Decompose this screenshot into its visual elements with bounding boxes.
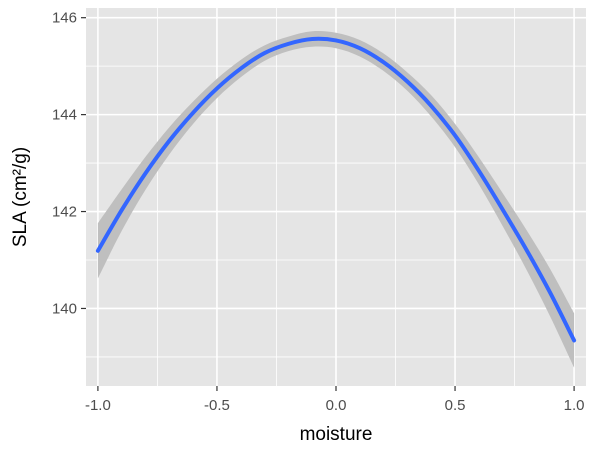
smooth-line (95, 36, 577, 343)
x-axis: -1.0 -0.5 0.0 0.5 1.0 (85, 386, 585, 414)
x-tick-label: 1.0 (564, 397, 585, 414)
x-tick-label: 0.0 (326, 397, 347, 414)
y-tick-label: 142 (52, 204, 77, 221)
y-axis: 140 142 144 146 (52, 10, 86, 317)
y-axis-title: SLA (cm²/g) (10, 147, 31, 247)
x-tick-label: 0.5 (445, 397, 466, 414)
x-axis-title: moisture (300, 424, 373, 445)
y-tick-label: 144 (52, 107, 77, 124)
x-tick-label: -0.5 (204, 397, 230, 414)
y-tick-label: 146 (52, 10, 77, 27)
major-gridlines (86, 8, 586, 386)
x-tick-label: -1.0 (85, 397, 111, 414)
y-tick-label: 140 (52, 300, 77, 317)
